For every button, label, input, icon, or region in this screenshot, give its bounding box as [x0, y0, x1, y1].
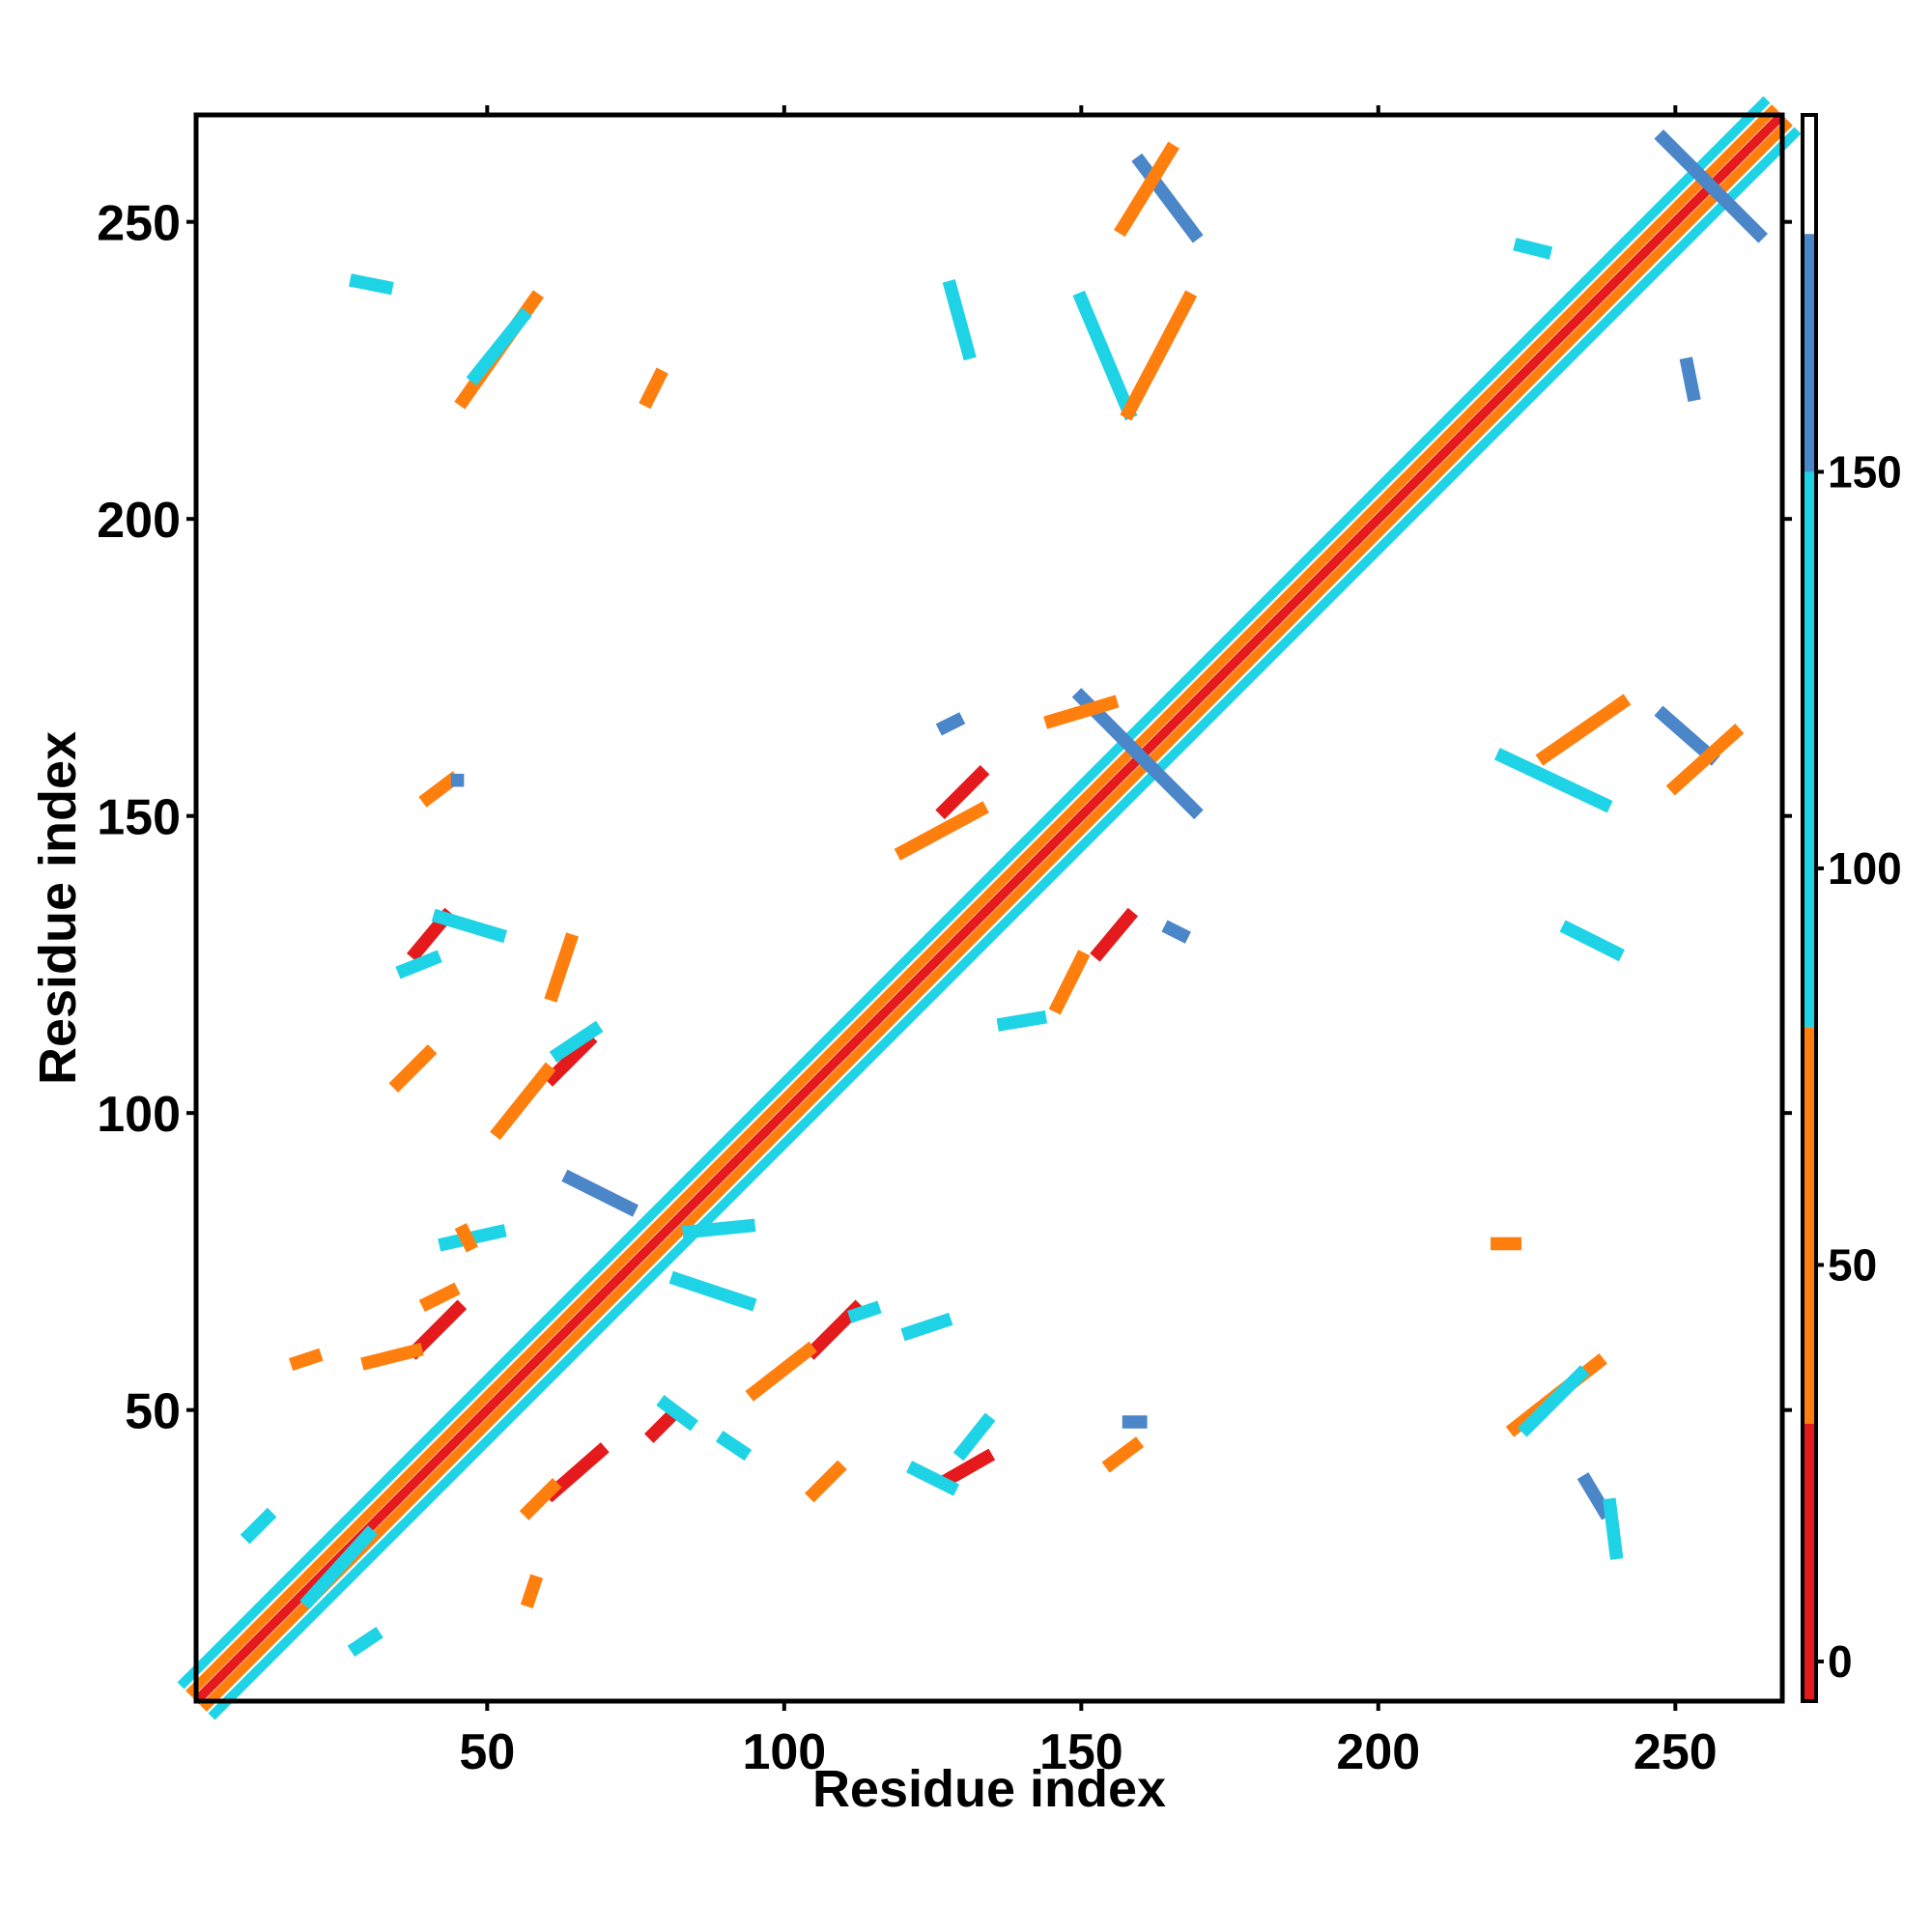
y-axis-title: Residue index [29, 731, 87, 1085]
contact-cluster [1517, 1365, 1590, 1437]
diagonal-band [208, 127, 1802, 1720]
y-tick-label: 50 [125, 1384, 181, 1440]
contact-cluster [1679, 356, 1701, 403]
contact-cluster [1654, 129, 1768, 243]
contact-cluster [418, 1282, 461, 1313]
y-tick-label: 100 [97, 1087, 181, 1143]
contact-cluster [942, 279, 977, 361]
contact-cluster [1048, 950, 1091, 1015]
contact-cluster [906, 1461, 960, 1496]
x-axis-title: Residue index [812, 1760, 1166, 1818]
contact-cluster [490, 1062, 556, 1141]
contact-cluster [406, 1299, 468, 1360]
contact-cluster [935, 1448, 996, 1491]
contact-cluster [1071, 688, 1204, 820]
colorbar-tick-label: 150 [1828, 446, 1902, 497]
contact-cluster [715, 1431, 753, 1462]
contact-cluster [682, 1218, 756, 1239]
x-axis: 50 100 150 200 250 [459, 105, 1718, 1780]
contact-cluster [520, 1574, 544, 1609]
colorbar-band [1803, 234, 1816, 472]
contact-cluster [1493, 748, 1613, 813]
contact-cluster [240, 1507, 277, 1545]
x-tick-label: 100 [742, 1724, 826, 1780]
contact-cluster [349, 273, 394, 296]
x-tick-label: 150 [1039, 1724, 1123, 1780]
x-tick-label: 50 [459, 1724, 515, 1780]
diagonal-band [199, 118, 1793, 1712]
contact-cluster [639, 367, 668, 410]
contact-cluster [643, 1406, 681, 1443]
x-tick-label: 200 [1336, 1724, 1420, 1780]
contact-cluster [1043, 695, 1120, 729]
contact-cluster [1513, 238, 1553, 260]
contact-cluster [1072, 290, 1138, 421]
contact-cluster [288, 1348, 324, 1372]
contact-cluster [847, 1300, 882, 1323]
contact-cluster [996, 1009, 1048, 1032]
y-tick-label: 200 [97, 493, 181, 549]
contact-cluster [347, 1626, 384, 1658]
contact-cluster [1603, 1497, 1624, 1560]
contact-cluster [900, 1312, 953, 1342]
contact-cluster [544, 932, 579, 1003]
contact-cluster [1577, 1472, 1613, 1520]
contact-cluster [1665, 724, 1745, 796]
colorbar-band [1803, 471, 1816, 1028]
contact-cluster [1161, 920, 1191, 944]
colorbar-tick-label: 100 [1828, 843, 1902, 894]
contact-cluster [805, 1460, 847, 1503]
contact-cluster [549, 1020, 604, 1064]
contact-cluster [431, 908, 508, 944]
diagonal-band [177, 96, 1771, 1690]
contact-cluster [1101, 1436, 1145, 1473]
contact-cluster [952, 1412, 996, 1462]
diagonal-band [185, 104, 1779, 1698]
contact-cluster [1535, 694, 1632, 766]
contact-cluster [454, 1223, 478, 1253]
x-tick-label: 250 [1634, 1724, 1718, 1780]
y-tick-label: 150 [97, 790, 181, 846]
contact-cluster [1654, 705, 1720, 766]
contact-cluster [519, 1478, 562, 1520]
contact-cluster [1114, 141, 1179, 238]
contact-cluster [299, 1525, 378, 1610]
colorbar-tick-label: 50 [1828, 1239, 1877, 1290]
contact-cluster [466, 307, 532, 386]
colorbar: 0 50 100 150 [1801, 113, 1902, 1703]
diagonal-band [192, 111, 1786, 1705]
colorbar-band [1803, 115, 1816, 235]
contact-cluster [1120, 290, 1198, 421]
contact-cluster [745, 1341, 817, 1402]
y-axis: 50 100 150 200 250 [97, 196, 1792, 1440]
contact-cluster [543, 1032, 598, 1087]
y-tick-label: 250 [97, 196, 181, 252]
contact-cluster [388, 1044, 438, 1093]
colorbar-tick-label: 0 [1828, 1636, 1853, 1687]
contact-cluster [805, 1299, 866, 1360]
contact-cluster [935, 712, 966, 736]
colorbar-frame [1801, 113, 1818, 1703]
contact-cluster [1090, 907, 1139, 962]
heatmap-cells [177, 96, 1802, 1720]
contact-cluster [561, 1169, 639, 1217]
contact-cluster [395, 950, 442, 980]
contact-cluster [894, 801, 989, 861]
contact-cluster [668, 1270, 757, 1312]
contact-cluster [935, 765, 990, 820]
contact-cluster [360, 1342, 424, 1371]
plot-frame [193, 112, 1785, 1704]
contact-cluster [656, 1395, 698, 1432]
contact-cluster [1559, 920, 1625, 962]
contact-cluster [418, 771, 461, 808]
colorbar-band [1803, 1423, 1816, 1701]
colorbar-band [1803, 1027, 1816, 1424]
